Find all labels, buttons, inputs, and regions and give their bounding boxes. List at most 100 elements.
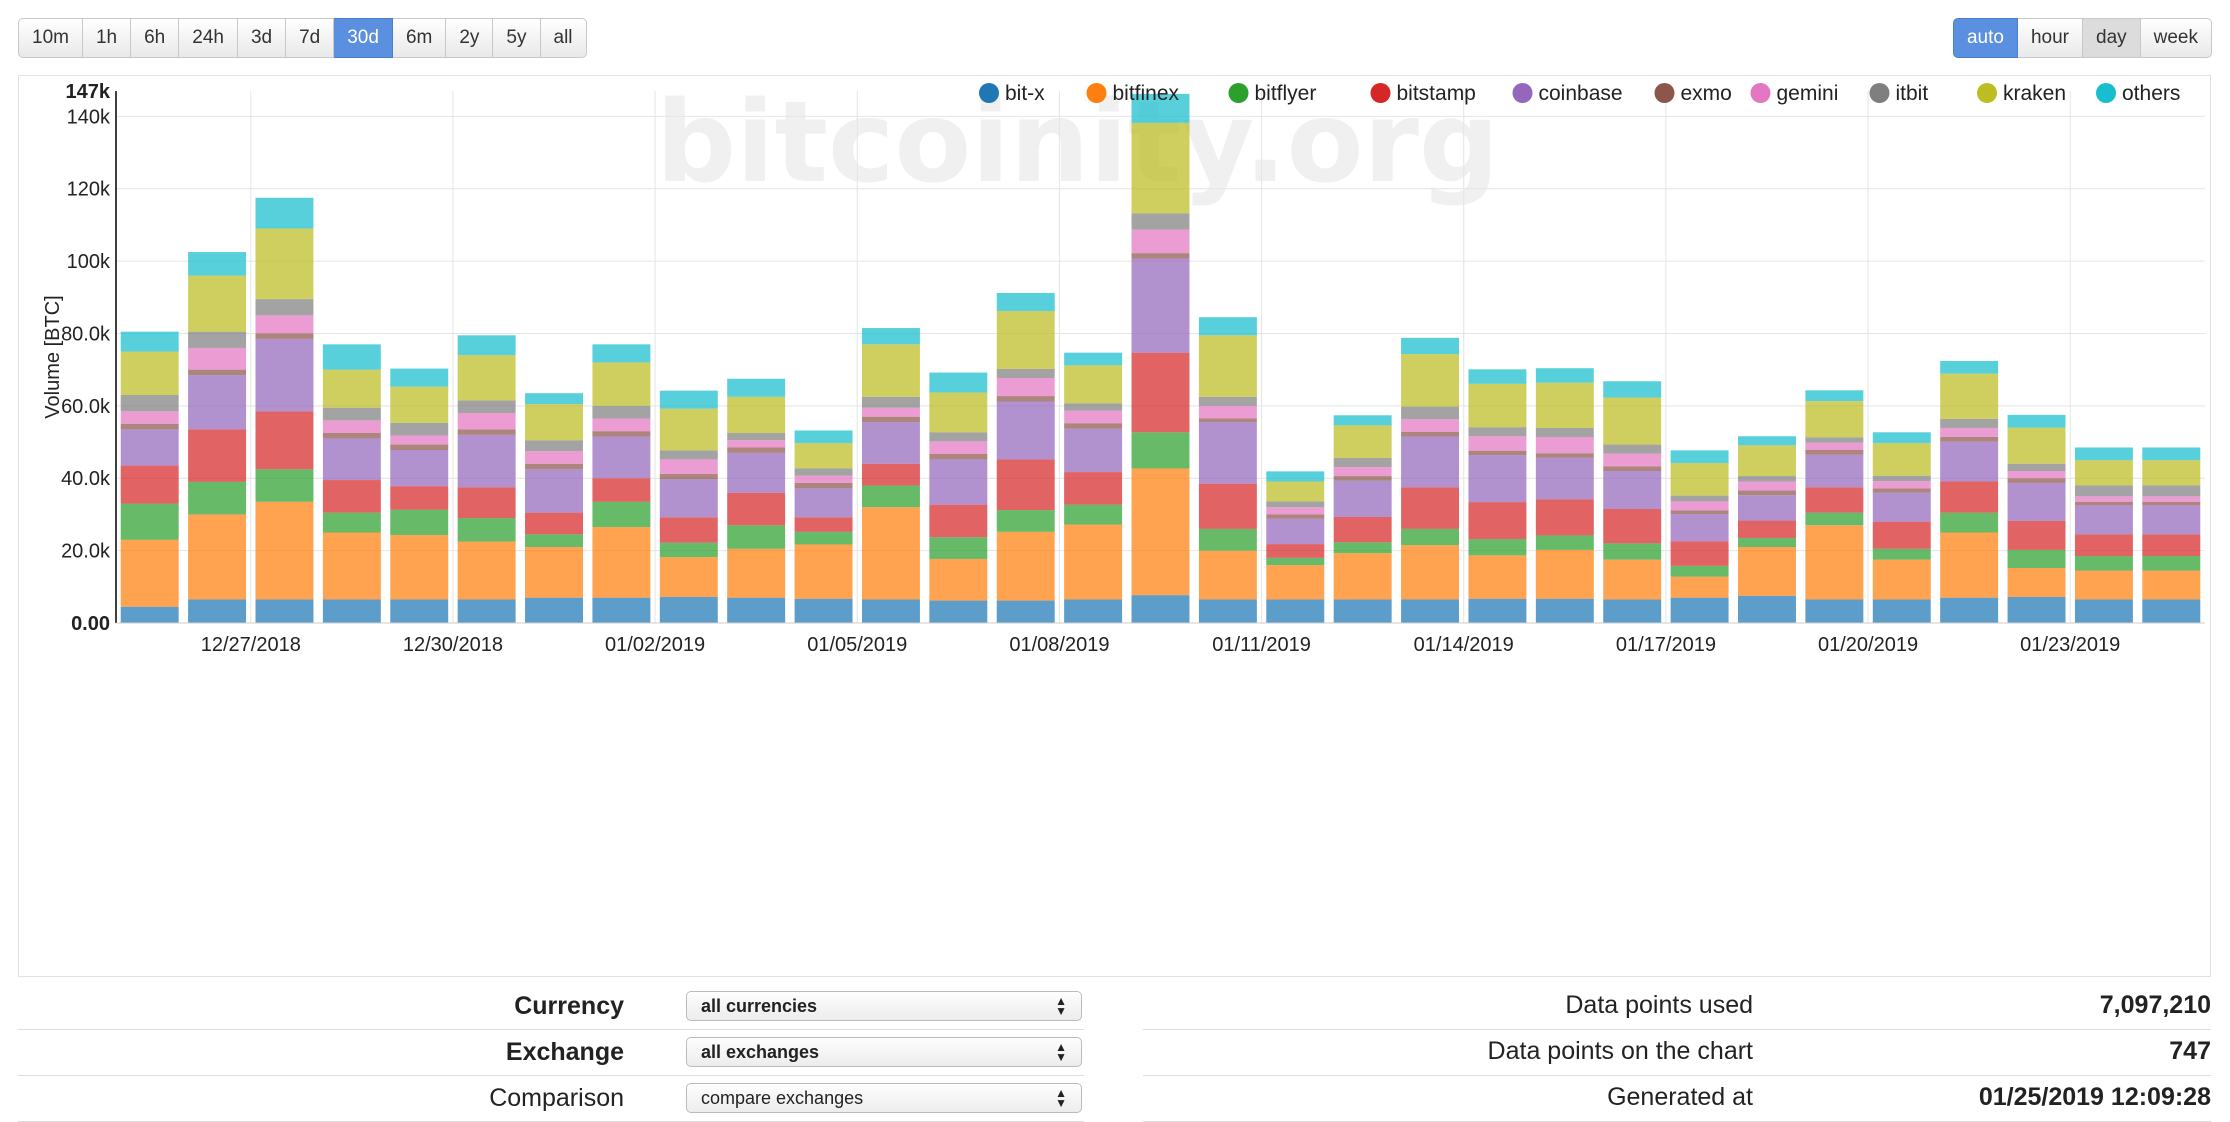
bar-segment-coinbase [457, 434, 516, 488]
bar-segment-coinbase [525, 469, 583, 513]
bar-segment-itbit [2007, 463, 2066, 471]
bar-segment-coinbase [861, 422, 920, 464]
legend-swatch-bitstamp [1370, 83, 1391, 103]
currency-select[interactable]: all currencies ▲ ▼ [686, 991, 1082, 1021]
bar-segment-bitflyer [1401, 528, 1460, 546]
bar-segment-bitfinex [390, 535, 449, 600]
bar-segment-gemini [1738, 481, 1796, 491]
legend-swatch-bit-x [979, 83, 999, 103]
bar-segment-gemini [929, 441, 988, 454]
bar-segment-others [322, 344, 381, 370]
period-button-week[interactable]: week [2140, 18, 2212, 58]
range-button-10m[interactable]: 10m [18, 18, 83, 58]
bar-segment-gemini [996, 377, 1055, 397]
bar-segment-bitfinex [861, 507, 920, 600]
comparison-select[interactable]: compare exchanges ▲ ▼ [686, 1083, 1082, 1113]
bar-segment-bit-x [727, 597, 786, 623]
legend-label-kraken: kraken [2003, 82, 2066, 105]
bar-segment-itbit [457, 400, 516, 414]
bar-segment-others [1198, 317, 1257, 336]
bar-segment-bitfinex [2074, 570, 2133, 600]
bar-segment-kraken [322, 369, 381, 408]
bar-segment-gemini [1131, 229, 1190, 254]
bar-segment-bitfinex [592, 527, 651, 598]
bar-segment-bitflyer [1131, 432, 1190, 469]
legend-label-gemini: gemini [1777, 82, 1839, 105]
bar-segment-bitstamp [1872, 521, 1931, 549]
comparison-select-value: compare exchanges [701, 1087, 864, 1108]
legend-swatch-exmo [1654, 83, 1675, 103]
bar-segment-exmo [1603, 466, 1662, 471]
bar-segment-itbit [929, 432, 988, 442]
bar-segment-bitfinex [188, 514, 247, 600]
bar-segment-itbit [1198, 396, 1257, 406]
bar-segment-itbit [1535, 427, 1594, 437]
bar-segment-bitstamp [1670, 541, 1729, 566]
bar-segment-bitstamp [322, 480, 381, 513]
bar-segment-coinbase [2074, 505, 2133, 535]
exchange-select[interactable]: all exchanges ▲ ▼ [686, 1037, 1082, 1067]
bar-segment-bitflyer [861, 485, 920, 508]
bar-segment-gemini [861, 407, 920, 417]
bar-segment-bitstamp [727, 492, 786, 526]
period-button-auto[interactable]: auto [1952, 18, 2018, 58]
bar-segment-bit-x [2007, 596, 2066, 623]
range-button-1h[interactable]: 1h [82, 18, 132, 58]
bar-segment-kraken [255, 228, 314, 300]
bar-segment-coinbase [1738, 495, 1796, 521]
bar-segment-bitflyer [2074, 556, 2133, 571]
bar-segment-itbit [1401, 406, 1460, 420]
bar-segment-bit-x [794, 598, 853, 623]
bar-segment-bitstamp [1333, 516, 1392, 543]
bar-segment-bitflyer [794, 531, 853, 545]
bar-segment-exmo [525, 463, 583, 470]
bar-segment-itbit [390, 422, 449, 436]
range-button-5y[interactable]: 5y [493, 18, 541, 58]
bar-segment-bitflyer [1064, 504, 1123, 525]
range-button-24h[interactable]: 24h [179, 18, 238, 58]
bar-segment-bitstamp [1738, 520, 1796, 538]
bar-segment-itbit [1805, 437, 1864, 443]
bar-segment-others [2142, 447, 2201, 461]
bar-segment-bit-x [1738, 595, 1796, 623]
bar-segment-bitflyer [2007, 549, 2066, 568]
bar-segment-bit-x [1670, 597, 1729, 623]
bar-segment-exmo [794, 482, 853, 489]
bar-segment-kraken [1872, 443, 1931, 476]
range-button-6m[interactable]: 6m [392, 18, 447, 58]
bar-segment-bitfinex [1468, 555, 1527, 599]
bar-segment-exmo [1198, 418, 1257, 423]
bar-segment-coinbase [1266, 518, 1325, 545]
stat-label: Data points on the chart [1487, 1037, 1753, 1065]
bar-segment-gemini [2074, 496, 2133, 502]
period-button-hour[interactable]: hour [2017, 18, 2083, 58]
bar-segment-bitflyer [1333, 542, 1392, 554]
bar-segment-bitflyer [390, 509, 449, 536]
bar-segment-bitflyer [1535, 535, 1594, 550]
bar-segment-kraken [1064, 365, 1123, 404]
stat-generated: Generated at 01/25/2019 12:09:28 [1143, 1075, 2211, 1122]
range-button-30d[interactable]: 30d [334, 18, 393, 58]
range-button-all[interactable]: all [540, 18, 587, 58]
bar-segment-bitfinex [1535, 549, 1594, 599]
y-tick-label: 0.00 [71, 613, 110, 635]
bar-segment-coinbase [996, 401, 1055, 460]
bar-segment-others [457, 335, 516, 356]
bar-segment-bitfinex [1603, 559, 1662, 600]
range-button-7d[interactable]: 7d [286, 18, 335, 58]
bar-segment-bitstamp [1064, 472, 1123, 505]
watermark: bitcoinity.org [656, 78, 1499, 208]
range-button-3d[interactable]: 3d [237, 18, 287, 58]
stat-points-used: Data points used 7,097,210 [1143, 983, 2211, 1030]
bar-segment-kraken [188, 275, 247, 332]
bar-segment-itbit [1738, 476, 1796, 482]
bar-segment-coinbase [929, 459, 988, 505]
range-button-6h[interactable]: 6h [131, 18, 180, 58]
bar-segment-kraken [1670, 463, 1729, 496]
bar-segment-itbit [2074, 485, 2133, 497]
bar-segment-bitstamp [1940, 481, 1999, 513]
period-button-day[interactable]: day [2083, 18, 2141, 58]
bar-segment-itbit [1603, 444, 1662, 454]
range-button-2y[interactable]: 2y [446, 18, 494, 58]
bar-segment-kraken [1940, 373, 1999, 419]
